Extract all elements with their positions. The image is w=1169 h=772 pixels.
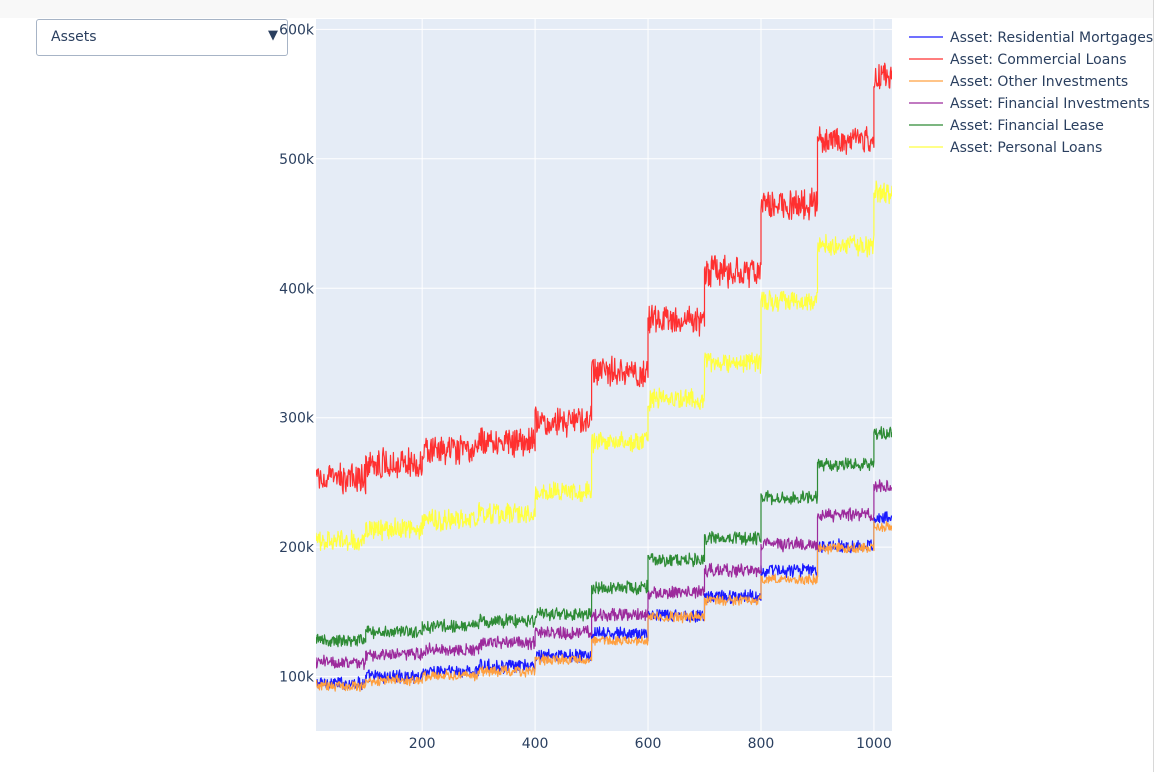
series-line: [316, 426, 892, 648]
series-lines: [316, 62, 892, 692]
legend-item[interactable]: Asset: Residential Mortgages: [909, 30, 1153, 46]
y-tick-label: 600k: [279, 22, 315, 38]
legend-label: Asset: Financial Lease: [950, 118, 1104, 134]
chevron-down-icon: ▼: [268, 28, 278, 43]
x-axis-ticks: 200 400 600 800 1000: [409, 736, 892, 752]
x-tick-label: 800: [748, 736, 775, 752]
series-line: [316, 520, 892, 692]
legend-label: Asset: Other Investments: [950, 74, 1128, 90]
y-tick-label: 300k: [279, 411, 315, 427]
plot-area: [316, 19, 892, 731]
legend-item[interactable]: Asset: Commercial Loans: [909, 52, 1126, 68]
y-tick-label: 100k: [279, 670, 315, 686]
legend[interactable]: Asset: Residential Mortgages Asset: Comme…: [909, 30, 1153, 156]
series-line: [316, 180, 892, 551]
series-line: [316, 511, 892, 691]
legend-item[interactable]: Asset: Financial Lease: [909, 118, 1104, 134]
scrollbar-strip: [1153, 0, 1169, 772]
x-tick-label: 600: [635, 736, 662, 752]
legend-item[interactable]: Asset: Other Investments: [909, 74, 1128, 90]
series-line: [316, 479, 892, 671]
legend-item[interactable]: Asset: Financial Investments: [909, 96, 1150, 112]
y-tick-label: 500k: [279, 152, 315, 168]
x-tick-label: 200: [409, 736, 436, 752]
dataset-dropdown[interactable]: Assets ▼: [36, 19, 288, 56]
legend-label: Asset: Personal Loans: [950, 140, 1102, 156]
series-line: [316, 62, 892, 495]
x-tick-label: 400: [522, 736, 549, 752]
legend-label: Asset: Commercial Loans: [950, 52, 1126, 68]
y-axis-ticks: 100k 200k 300k 400k 500k 600k: [279, 22, 315, 685]
legend-item[interactable]: Asset: Personal Loans: [909, 140, 1102, 156]
y-tick-label: 200k: [279, 540, 315, 556]
x-tick-label: 1000: [856, 736, 892, 752]
legend-label: Asset: Residential Mortgages: [950, 30, 1153, 46]
y-tick-label: 400k: [279, 281, 315, 297]
legend-label: Asset: Financial Investments: [950, 96, 1150, 112]
dropdown-selected-label: Assets: [51, 29, 97, 45]
top-bar: [0, 0, 1169, 18]
